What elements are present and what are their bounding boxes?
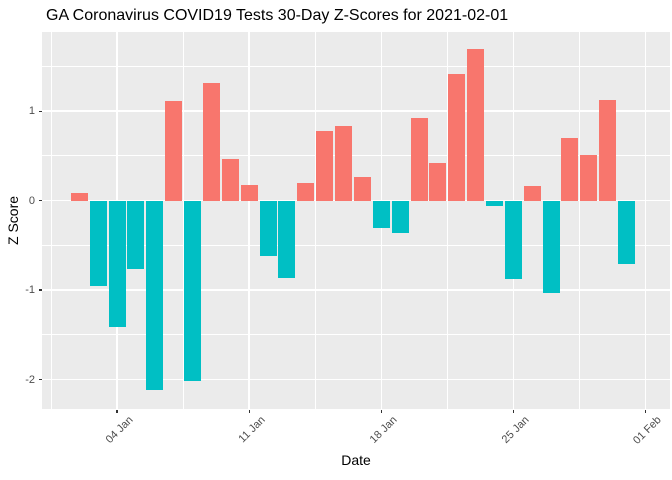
gridline-minor-horizontal (42, 334, 670, 336)
bar-2021-01-27 (542, 200, 560, 293)
bar-2021-01-18 (372, 200, 390, 229)
bar-2021-01-05 (127, 200, 145, 270)
bar-2021-01-22 (448, 73, 466, 201)
bar-2021-01-16 (335, 125, 352, 201)
x-tick-label: 25 Jan (499, 414, 532, 446)
bar-2021-01-28 (561, 138, 579, 201)
x-tick-mark (248, 409, 250, 413)
gridline-major-horizontal (42, 378, 670, 381)
gridline-minor-horizontal (42, 65, 670, 67)
bar-2021-01-21 (429, 163, 447, 201)
bar-2021-01-19 (391, 200, 409, 233)
bar-2021-01-26 (523, 186, 541, 201)
bar-2021-01-29 (580, 155, 598, 201)
y-axis-title: Z Score (5, 196, 21, 246)
x-tick-mark (644, 409, 646, 413)
gridline-minor-vertical (182, 32, 184, 409)
bar-2021-01-12 (259, 200, 277, 257)
gridline-minor-vertical (50, 32, 52, 409)
x-tick-mark (116, 409, 118, 413)
x-tick-label: 11 Jan (236, 414, 268, 446)
bar-2021-01-31 (618, 200, 635, 265)
bar-2021-01-10 (221, 158, 239, 201)
y-tick-mark (38, 110, 42, 112)
bar-2021-01-06 (146, 200, 164, 391)
y-tick-label: -1 (25, 284, 35, 296)
bar-2021-01-14 (297, 182, 315, 201)
bar-2021-01-17 (353, 176, 371, 201)
plot-panel (42, 32, 670, 409)
gridline-major-vertical (248, 32, 250, 409)
bar-2021-01-11 (240, 185, 258, 201)
x-tick-mark (512, 409, 514, 413)
bar-2021-01-08 (184, 200, 201, 382)
y-tick-label: -2 (25, 373, 35, 386)
gridline-major-horizontal (42, 110, 670, 112)
gridline-major-horizontal (42, 289, 670, 291)
gridline-major-vertical (644, 32, 647, 409)
bar-2021-01-23 (467, 48, 485, 201)
bar-2021-01-02 (70, 192, 88, 201)
gridline-minor-vertical (446, 32, 448, 409)
y-tick-mark (38, 200, 42, 202)
y-tick-label: 1 (28, 105, 35, 118)
bar-2021-01-30 (599, 100, 617, 201)
gridline-minor-vertical (578, 32, 580, 409)
y-tick-mark (38, 289, 42, 291)
bar-2021-01-13 (278, 200, 296, 279)
gridline-minor-horizontal (42, 155, 670, 157)
bar-2021-01-25 (504, 200, 522, 280)
bar-2021-01-03 (89, 200, 107, 287)
y-tick-mark (38, 378, 42, 381)
x-tick-mark (380, 409, 382, 413)
gridline-minor-horizontal (42, 244, 670, 246)
y-tick-label: 0 (28, 194, 35, 207)
x-tick-label: 01 Feb (631, 414, 664, 447)
chart-title: GA Coronavirus COVID19 Tests 30-Day Z-Sc… (46, 7, 509, 24)
bar-2021-01-20 (410, 118, 428, 201)
x-tick-label: 18 Jan (367, 414, 400, 446)
bar-2021-01-09 (202, 83, 220, 201)
x-axis-title: Date (341, 452, 371, 468)
gridline-minor-vertical (314, 32, 316, 409)
bar-2021-01-07 (165, 101, 183, 201)
x-tick-label: 04 Jan (103, 414, 136, 446)
bar-2021-01-04 (108, 200, 126, 327)
bar-2021-01-24 (485, 200, 503, 206)
bar-2021-01-15 (316, 130, 334, 201)
